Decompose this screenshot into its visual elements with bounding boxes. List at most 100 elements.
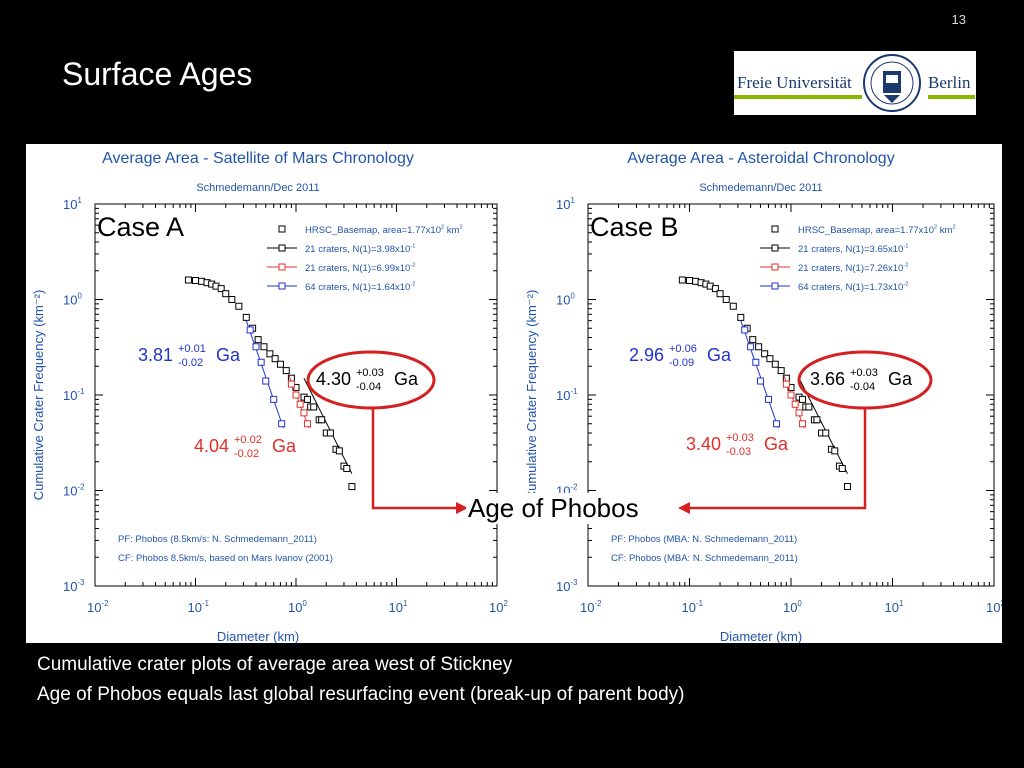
chronology-note: PF: Phobos (8.5km/s: N. Schmedemann_2011… <box>118 534 317 545</box>
legend-entry: 21 craters, N(1)=6.99x10-2 <box>305 263 415 274</box>
logo-text-right: Berlin <box>928 51 975 115</box>
age-annotation-minus: -0.04 <box>850 381 875 393</box>
x-tick-label: 102 <box>986 599 1002 615</box>
data-point <box>300 409 308 417</box>
legend-entry: 64 craters, N(1)=1.73x10-2 <box>798 282 908 293</box>
age-annotation-unit: Ga <box>707 345 732 365</box>
data-point <box>310 403 318 411</box>
data-point <box>777 367 785 375</box>
legend-entry: 21 craters, N(1)=3.98x10-1 <box>305 244 415 255</box>
data-point <box>282 367 290 375</box>
legend-entry: 21 craters, N(1)=3.65x10-1 <box>798 244 908 255</box>
data-point <box>303 395 311 403</box>
arrow-head-left <box>456 502 468 514</box>
legend-entry: HRSC_Basemap, area=1.77x102 km2 <box>798 225 956 236</box>
data-point <box>741 326 749 334</box>
data-point <box>737 313 745 321</box>
data-point <box>326 429 334 437</box>
chronology-note: PF: Phobos (MBA: N. Schmedemann_2011) <box>611 534 797 545</box>
data-point <box>722 296 730 303</box>
age-annotation-value: 3.81 <box>138 345 173 365</box>
x-tick-label: 101 <box>389 599 408 615</box>
data-point <box>782 380 790 388</box>
university-logo: Freie Universität Berlin <box>734 51 976 115</box>
legend-marker <box>771 263 779 271</box>
data-point <box>252 343 260 351</box>
data-point <box>838 464 846 472</box>
data-point <box>222 290 230 298</box>
data-point <box>235 302 243 310</box>
data-point <box>799 395 807 403</box>
data-point <box>755 343 763 351</box>
data-point <box>822 429 830 437</box>
data-point <box>756 377 764 385</box>
age-annotation-unit: Ga <box>394 369 419 389</box>
data-point <box>766 355 774 363</box>
age-annotation-unit: Ga <box>272 436 297 456</box>
y-axis-label: Cumulative Crater Frequency (km⁻²) <box>31 290 46 501</box>
legend-marker <box>771 225 779 233</box>
data-point <box>287 380 295 388</box>
legend-marker <box>278 225 286 233</box>
chart-subtitle: Schmedemann/Dec 2011 <box>699 182 822 194</box>
x-tick-label: 100 <box>288 599 307 615</box>
y-axis-label: Cumulative Crater Frequency (km⁻²) <box>524 290 539 501</box>
y-tick-label: 10-1 <box>556 387 577 403</box>
x-tick-label: 10-2 <box>580 599 601 615</box>
data-point <box>184 276 192 284</box>
data-point <box>686 277 693 285</box>
y-tick-label: 10-3 <box>556 578 577 594</box>
age-annotation-value: 3.66 <box>810 369 845 389</box>
fit-line <box>740 320 779 429</box>
age-annotation-minus: -0.02 <box>178 357 203 369</box>
legend-marker <box>771 282 779 290</box>
chart-title: Average Area - Asteroidal Chronology <box>627 150 894 167</box>
age-annotation-plus: +0.01 <box>178 343 206 355</box>
age-of-phobos-label: Age of Phobos <box>466 493 641 524</box>
data-point <box>771 360 779 368</box>
data-point <box>335 447 343 455</box>
age-annotation-minus: -0.03 <box>726 446 751 458</box>
data-point <box>270 395 278 403</box>
fit-line <box>303 377 353 474</box>
data-point <box>228 296 236 303</box>
data-point <box>787 391 795 399</box>
case-label: Case B <box>590 212 679 242</box>
data-point <box>831 447 839 455</box>
slide-number: 13 <box>951 12 966 27</box>
data-point <box>678 276 686 284</box>
chart-title: Average Area - Satellite of Mars Chronol… <box>102 150 414 167</box>
chart-panel: Average Area - Satellite of Mars Chronol… <box>26 144 1002 643</box>
age-annotation-value: 4.30 <box>316 369 351 389</box>
data-point <box>257 358 265 366</box>
age-annotation-value: 2.96 <box>629 345 664 365</box>
fit-line <box>245 320 284 429</box>
legend-entry: HRSC_Basemap, area=1.77x102 km2 <box>305 225 463 236</box>
legend-marker <box>771 244 779 252</box>
data-point <box>799 420 807 428</box>
chronology-note: CF: Phobos (MBA: N. Schmedemann_2011) <box>611 553 798 564</box>
arrow-line-right <box>690 408 867 510</box>
y-tick-label: 10-2 <box>63 483 84 499</box>
chart-subtitle: Schmedemann/Dec 2011 <box>196 182 319 194</box>
arrow-head-right <box>678 502 690 514</box>
arrow-line-left <box>371 408 456 510</box>
legend-marker <box>278 244 286 252</box>
data-point <box>260 343 268 351</box>
data-point <box>242 313 250 321</box>
data-point <box>752 358 760 366</box>
data-point <box>764 395 772 403</box>
data-point <box>773 420 781 428</box>
legend-marker <box>278 282 286 290</box>
legend-entry: 64 craters, N(1)=1.64x10-2 <box>305 282 415 293</box>
data-point <box>749 336 757 344</box>
age-annotation-unit: Ga <box>764 434 789 454</box>
y-tick-label: 100 <box>556 292 575 308</box>
university-seal-icon <box>863 54 921 112</box>
data-point <box>711 285 719 293</box>
data-point <box>795 409 803 417</box>
data-point <box>747 343 755 351</box>
x-tick-label: 100 <box>783 599 802 615</box>
age-annotation-minus: -0.09 <box>669 357 694 369</box>
data-point <box>192 277 199 285</box>
